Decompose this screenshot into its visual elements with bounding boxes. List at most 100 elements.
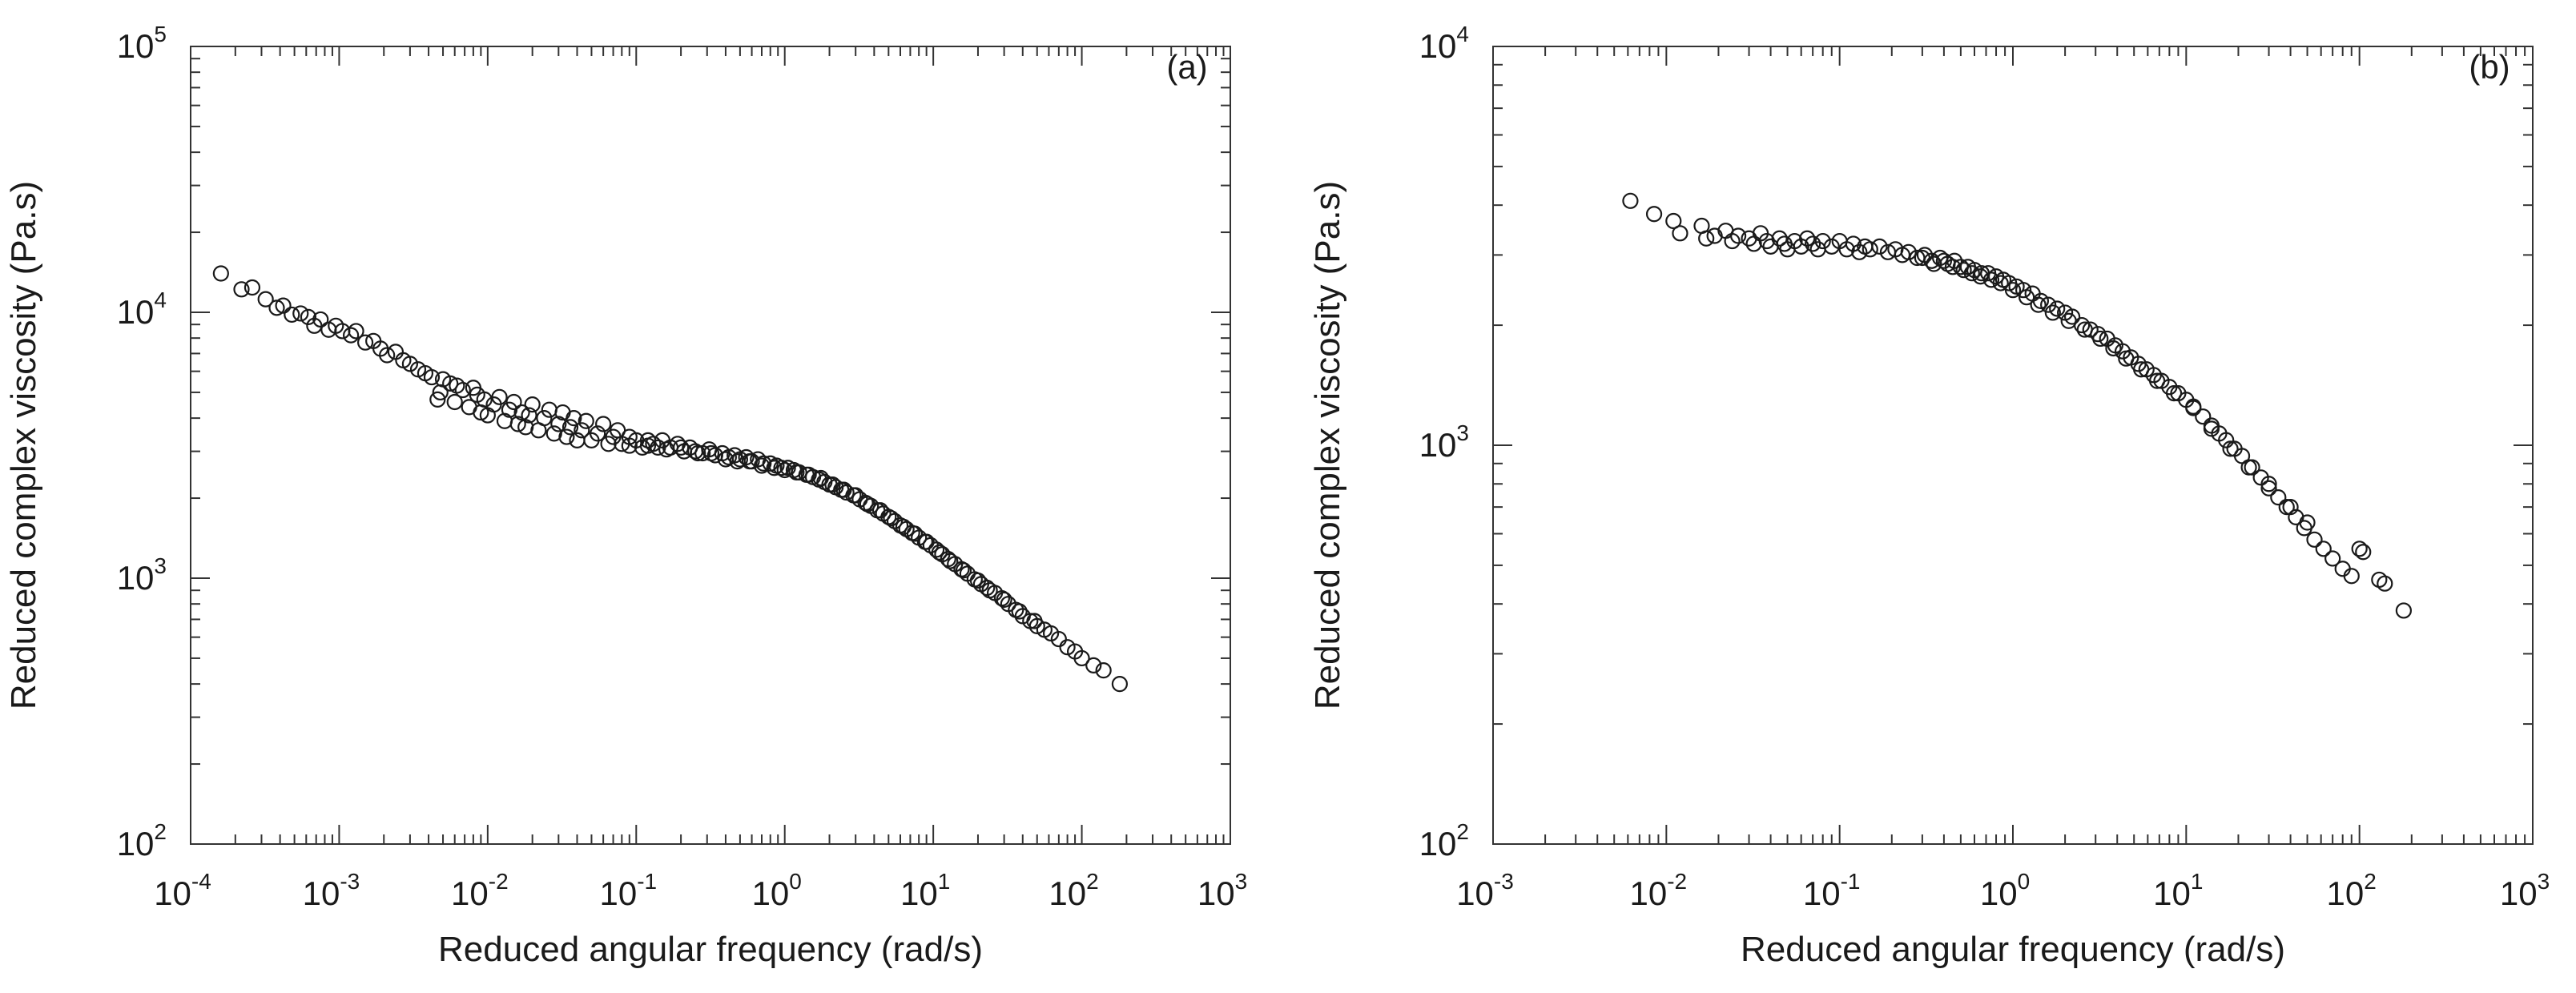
x-tick-exp: 0 [789,869,802,894]
data-point [513,404,530,421]
x-tick-base: 10 [451,874,489,912]
x-tick-label: 10-2 [1630,869,1688,912]
data-point [536,410,553,427]
x-axis-label: Reduced angular frequency (rad/s) [1741,930,2285,969]
data-point [838,484,855,501]
data-point [541,401,557,418]
x-tick-base: 10 [752,874,790,912]
data-point [442,375,459,392]
data-point [312,311,329,328]
data-point [2044,304,2061,321]
data-point [2218,432,2235,448]
data-point [931,544,948,561]
y-tick-base: 10 [117,293,155,331]
data-point [753,457,771,474]
data-point [2015,282,2032,299]
x-tick-exp: -3 [340,869,360,894]
data-point [2030,296,2047,313]
x-tick-base: 10 [154,874,191,912]
data-point [2004,282,2022,299]
data-point [2282,499,2299,516]
data-point [2118,350,2135,367]
data-point [446,393,463,411]
data-point [1050,630,1067,648]
data-point [454,381,471,399]
data-point [1923,252,1940,269]
data-point [1862,241,1878,258]
data-point [1111,676,1129,693]
x-tick-label: 102 [1049,869,1098,912]
data-point [590,425,606,442]
data-point [1095,662,1112,679]
data-point [1992,275,2009,291]
data-point [574,422,590,439]
y-tick-base: 10 [117,27,155,65]
data-point [2343,568,2360,585]
data-point [2306,531,2323,548]
data-point [275,297,292,314]
data-point [871,502,889,519]
x-tick-exp: -4 [191,869,211,894]
x-tick-base: 10 [599,874,637,912]
data-point [401,356,419,372]
data-point [1793,238,1809,255]
x-tick-exp: -2 [489,869,509,894]
x-tick-exp: 2 [1086,869,1099,894]
y-tick-exp: 2 [154,819,167,844]
data-point [524,396,541,413]
data-point [1823,238,1840,255]
data-points [212,265,1129,693]
data-point [1799,230,1816,247]
data-point [1771,230,1788,247]
data-point [561,419,579,436]
y-tick-exp: 5 [154,22,167,46]
data-point [2296,520,2312,537]
data-point [2185,400,2202,416]
data-point [776,461,793,479]
data-point [1724,232,1741,250]
data-point [595,416,612,432]
x-tick-base: 10 [1197,874,1235,912]
data-point [2334,561,2351,577]
data-points [1622,192,2412,619]
y-tick-base: 10 [1419,825,1457,862]
data-point [505,393,522,411]
plot-frame [1492,46,2534,845]
x-tick-label: 102 [2327,869,2377,912]
data-point [981,582,998,599]
y-tick-exp: 2 [1456,819,1469,844]
data-point [773,460,790,476]
y-tick-label: 102 [1419,819,1469,862]
data-point [379,347,396,364]
panel-label: (b) [2469,48,2510,86]
x-tick-exp: -1 [637,869,657,894]
data-point [284,306,300,324]
data-point [348,323,364,340]
data-point [1011,603,1028,620]
data-point [2299,514,2316,531]
data-point [2240,459,2257,476]
data-point [429,391,446,408]
data-point [906,525,924,542]
x-tick-label: 103 [2500,869,2550,912]
data-point [1026,613,1043,629]
data-point [491,388,508,405]
data-point [1935,252,1953,269]
data-point [2195,408,2212,425]
data-point [1944,259,1962,275]
data-point [212,265,229,282]
x-tick-base: 10 [2500,874,2538,912]
data-point [387,344,405,360]
x-tick-base: 10 [1630,874,1668,912]
data-point [2324,550,2341,567]
y-tick-label: 102 [117,819,167,862]
data-point [2351,541,2368,557]
data-point [1665,212,1682,230]
data-point [2222,440,2239,457]
data-point [2082,321,2099,338]
data-point [859,496,875,513]
data-point [847,487,864,504]
chart-panel-b: 10-3 10-2 10-1 100 101 102 103102103104Reduced… [1308,22,2550,969]
data-point [1645,206,1663,223]
data-point [300,308,317,325]
